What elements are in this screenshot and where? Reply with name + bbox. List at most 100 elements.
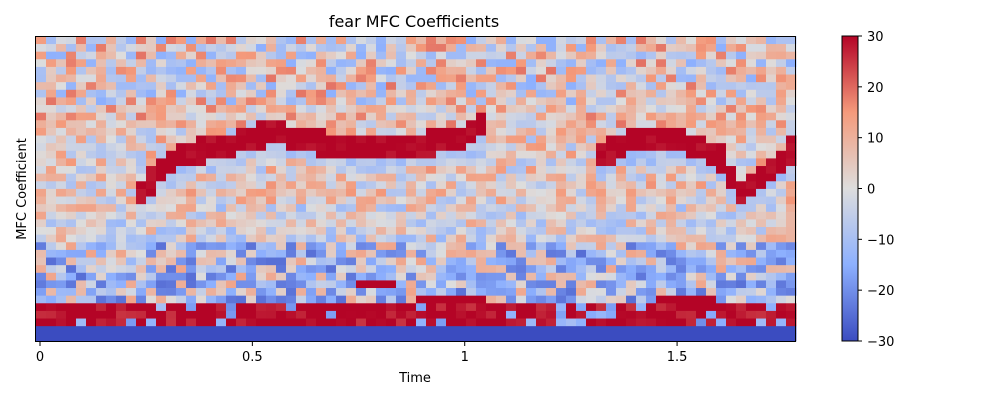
heatmap-cell <box>706 81 717 90</box>
heatmap-cell <box>586 142 597 151</box>
heatmap-cell <box>646 165 657 174</box>
heatmap-cell <box>216 180 227 189</box>
heatmap-cell <box>176 280 187 289</box>
heatmap-cell <box>416 36 427 45</box>
heatmap-cell <box>726 196 737 205</box>
heatmap-cell <box>746 43 757 52</box>
heatmap-cell <box>46 158 57 167</box>
heatmap-cell <box>636 180 647 189</box>
heatmap-cell <box>376 211 387 220</box>
heatmap-cell <box>116 272 127 281</box>
heatmap-cell <box>446 135 457 144</box>
heatmap-cell <box>786 249 797 258</box>
heatmap-cell <box>436 333 447 342</box>
heatmap-cell <box>676 127 687 136</box>
heatmap-cell <box>586 112 597 121</box>
heatmap-cell <box>756 302 767 311</box>
heatmap-cell <box>536 74 547 83</box>
heatmap-cell <box>516 74 527 83</box>
heatmap-cell <box>86 333 97 342</box>
heatmap-cell <box>426 97 437 106</box>
heatmap-cell <box>436 287 447 296</box>
heatmap-cell <box>576 43 587 52</box>
heatmap-cell <box>616 66 627 75</box>
heatmap-cell <box>546 97 557 106</box>
heatmap-cell <box>686 302 697 311</box>
heatmap-cell <box>66 287 77 296</box>
heatmap-cell <box>296 226 307 235</box>
heatmap-cell <box>276 310 287 319</box>
heatmap-cell <box>116 302 127 311</box>
heatmap-cell <box>276 241 287 250</box>
heatmap-cell <box>546 89 557 98</box>
heatmap-cell <box>566 158 577 167</box>
heatmap-cell <box>116 234 127 243</box>
heatmap-cell <box>476 43 487 52</box>
heatmap-cell <box>666 150 677 159</box>
colorbar-tick-label: −10 <box>867 233 894 248</box>
heatmap-cell <box>96 280 107 289</box>
heatmap-cell <box>356 234 367 243</box>
heatmap-cell <box>456 280 467 289</box>
heatmap-cell <box>316 295 327 304</box>
heatmap-cell <box>276 119 287 128</box>
heatmap-cell <box>76 280 87 289</box>
heatmap-cell <box>626 257 637 266</box>
heatmap-cell <box>316 112 327 121</box>
heatmap-cell <box>376 196 387 205</box>
heatmap-cell <box>336 158 347 167</box>
heatmap-cell <box>726 272 737 281</box>
heatmap-cell <box>406 318 417 327</box>
heatmap-cell <box>176 264 187 273</box>
heatmap-cell <box>616 310 627 319</box>
heatmap-cell <box>616 89 627 98</box>
heatmap-cell <box>706 74 717 83</box>
heatmap-cell <box>286 43 297 52</box>
heatmap-cell <box>346 211 357 220</box>
heatmap-cell <box>206 234 217 243</box>
heatmap-cell <box>56 211 67 220</box>
heatmap-cell <box>746 211 757 220</box>
heatmap-cell <box>486 325 497 334</box>
heatmap-cell <box>36 264 47 273</box>
heatmap-cell <box>376 249 387 258</box>
heatmap-cell <box>176 234 187 243</box>
heatmap-cell <box>706 135 717 144</box>
heatmap-cell <box>106 219 117 228</box>
heatmap-cell <box>246 188 257 197</box>
heatmap-cell <box>536 196 547 205</box>
heatmap-cell <box>286 81 297 90</box>
heatmap-cell <box>176 310 187 319</box>
heatmap-cell <box>266 226 277 235</box>
heatmap-cell <box>316 241 327 250</box>
heatmap-cell <box>786 74 797 83</box>
heatmap-cell <box>436 264 447 273</box>
heatmap-cell <box>496 43 507 52</box>
heatmap-cell <box>136 135 147 144</box>
heatmap-cell <box>466 264 477 273</box>
heatmap-cell <box>726 58 737 67</box>
heatmap-cell <box>776 51 787 60</box>
heatmap-cell <box>226 180 237 189</box>
heatmap-cell <box>436 325 447 334</box>
heatmap-cell <box>506 234 517 243</box>
heatmap-cell <box>676 203 687 212</box>
heatmap-cell <box>306 310 317 319</box>
heatmap-cell <box>196 66 207 75</box>
heatmap-cell <box>176 119 187 128</box>
heatmap-cell <box>66 119 77 128</box>
heatmap-cell <box>366 173 377 182</box>
heatmap-cell <box>96 135 107 144</box>
heatmap-cell <box>456 36 467 45</box>
heatmap-cell <box>686 234 697 243</box>
heatmap-cell <box>596 318 607 327</box>
heatmap-cell <box>516 211 527 220</box>
heatmap-cell <box>286 127 297 136</box>
heatmap-cell <box>626 333 637 342</box>
heatmap-cell <box>106 287 117 296</box>
heatmap-cell <box>396 43 407 52</box>
heatmap-cell <box>416 241 427 250</box>
heatmap-cell <box>586 241 597 250</box>
heatmap-cell <box>626 97 637 106</box>
heatmap-cell <box>56 119 67 128</box>
